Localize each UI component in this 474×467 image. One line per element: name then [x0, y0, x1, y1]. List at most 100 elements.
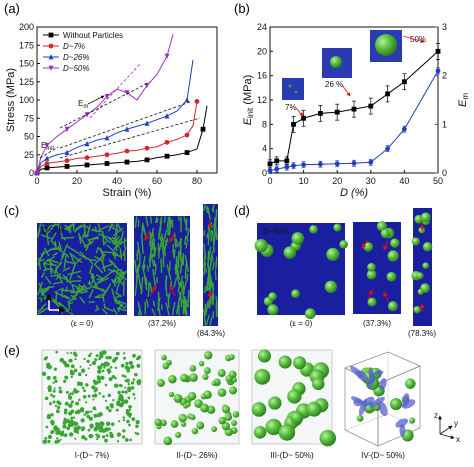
particle-small — [83, 413, 86, 416]
chart-b-point — [334, 161, 340, 167]
chart-b-point — [385, 146, 390, 152]
particle-fiber — [41, 234, 52, 239]
particle-fiber — [122, 272, 125, 279]
particle-fiber — [69, 253, 76, 265]
particle-small — [125, 361, 129, 366]
particle-small — [134, 372, 138, 377]
particle-fiber — [152, 300, 156, 307]
chart-a-xtick-label: 40 — [112, 176, 122, 186]
chart-b-point — [267, 168, 273, 173]
particle-small — [50, 413, 54, 417]
particle-small — [70, 375, 73, 379]
particle-small — [91, 360, 97, 366]
particle-fiber — [90, 285, 105, 291]
particle-small — [122, 435, 126, 439]
particle-fiber — [37, 307, 49, 315]
chart-a-point — [184, 132, 190, 138]
particle-sphere — [206, 405, 216, 415]
chart-a-point — [84, 140, 90, 147]
particle-fiber — [156, 218, 159, 223]
panel-d: D~50% (ε = 0) (37.3%) (78.3%) — [254, 208, 436, 338]
particle-small — [116, 440, 120, 443]
panel-e-caption-4: IV-(D~ 50%) — [361, 451, 405, 460]
particle-sphere — [389, 398, 403, 411]
particle-small — [54, 379, 58, 383]
particle-sphere — [291, 232, 305, 245]
particle-small — [48, 402, 53, 406]
panel-e-caption-3: III-(D~ 50%) — [270, 451, 314, 460]
particle-fiber — [215, 232, 218, 241]
particle-sphere — [224, 413, 233, 421]
particle-small — [71, 392, 74, 396]
particle-fiber — [67, 301, 74, 305]
chart-b-point — [274, 166, 280, 172]
particle-small — [62, 424, 67, 429]
particle-small — [107, 393, 112, 398]
particle-small — [41, 371, 47, 376]
particle-fiber — [89, 258, 97, 262]
chart-a-point — [44, 142, 50, 149]
deformation-arrow — [169, 285, 176, 297]
particle-small — [87, 428, 91, 432]
particle-small — [110, 405, 114, 409]
panel-c-caption-3: (84.3%) — [197, 329, 225, 338]
particle-small — [126, 411, 130, 415]
particle-small — [105, 434, 109, 438]
particle-fiber — [157, 227, 162, 240]
particle-fiber — [97, 223, 101, 231]
chart-b-point — [368, 159, 374, 165]
particle-fiber — [203, 261, 207, 276]
particle-small — [101, 435, 106, 439]
panel-e-axis-z-label: z — [434, 411, 438, 420]
particle-fiber — [79, 296, 86, 304]
particle-fiber — [116, 306, 121, 310]
particle-sphere — [268, 396, 282, 410]
particle-small — [52, 400, 56, 404]
particle-fiber — [205, 314, 210, 326]
particle-fiber — [115, 278, 121, 292]
particle-sphere — [306, 401, 322, 417]
particle-fiber — [134, 260, 138, 274]
particle-sphere — [278, 355, 292, 369]
particle-fiber — [136, 265, 140, 280]
particle-small — [42, 439, 47, 444]
particle-sphere — [324, 280, 338, 293]
particle-small — [55, 409, 60, 414]
particle-fiber — [123, 305, 127, 310]
particle-sphere — [420, 283, 430, 294]
panel-d-caption-3: (78.3%) — [408, 329, 436, 338]
particle-small — [127, 382, 131, 386]
matrix-fragment — [369, 396, 385, 408]
particle-fiber — [79, 251, 88, 260]
particle-fiber — [53, 281, 62, 285]
particle-small — [51, 429, 55, 434]
particle-small — [70, 416, 74, 420]
particle-small — [132, 378, 136, 381]
deformation-arrow — [383, 291, 389, 303]
chart-b-point — [435, 48, 441, 54]
particle-fiber — [60, 253, 66, 261]
chart-a-point — [164, 53, 170, 60]
particle-fiber — [203, 204, 206, 211]
particle-fiber — [207, 235, 210, 246]
particle-sphere — [217, 388, 227, 397]
panel-d-caption-2: (37.3%) — [363, 319, 391, 328]
particle-sphere — [180, 421, 187, 427]
particle-fiber — [37, 281, 43, 296]
particle-small — [47, 413, 51, 418]
particle-small — [96, 434, 101, 439]
particle-sphere — [196, 421, 205, 430]
particle-fiber — [213, 223, 216, 235]
deformation-arrow — [144, 229, 151, 241]
particle-sphere — [278, 424, 296, 441]
chart-a-ticks: 0 20 40 60 80 0 25 50 75 100 125 150 175 200 — [19, 22, 202, 186]
particle-small — [136, 357, 140, 361]
panel-d-image-2 — [353, 222, 401, 314]
particle-small — [84, 401, 88, 404]
chart-b-point — [301, 115, 306, 121]
panel-e-axis-x — [439, 433, 455, 440]
particle-fiber — [90, 237, 100, 240]
particle-fiber — [142, 225, 147, 238]
particle-small — [117, 390, 121, 395]
particle-sphere — [254, 239, 268, 253]
